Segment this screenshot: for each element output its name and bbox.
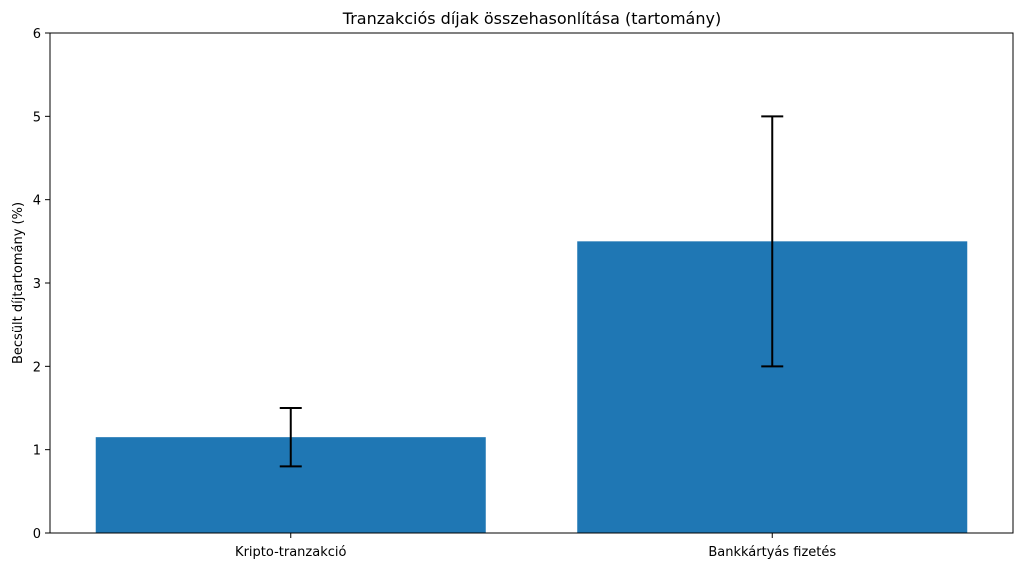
y-tick-label: 5 [33,110,41,125]
plot-frame [49,32,1014,534]
y-tick-label: 4 [33,194,41,209]
y-tick-label: 1 [33,444,41,459]
x-tick-label: Kripto-tranzakció [235,545,346,560]
chart-title: Tranzakciós díjak összehasonlítása (tart… [342,9,721,28]
y-tick-label: 0 [33,527,41,542]
y-tick-label: 2 [33,360,41,375]
y-tick-label: 6 [33,27,41,42]
y-tick-label: 3 [33,277,41,292]
x-tick-label: Bankkártyás fizetés [708,545,836,560]
y-axis-label: Becsült díjtartomány (%) [11,202,26,364]
